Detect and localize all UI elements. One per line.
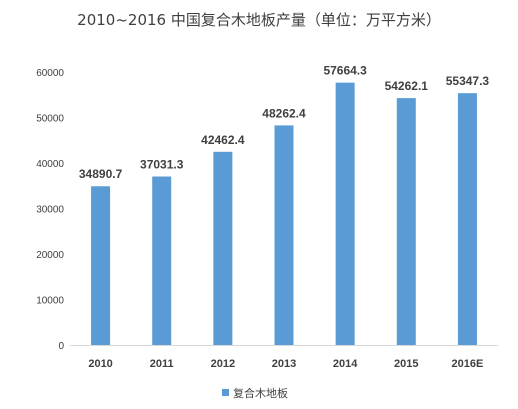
data-label: 57664.3 <box>323 64 367 78</box>
x-tick-label: 2016E <box>452 358 484 370</box>
x-tick-label: 2011 <box>150 358 174 370</box>
bar <box>396 98 416 345</box>
y-tick-label: 40000 <box>36 159 64 170</box>
x-tick-label: 2015 <box>394 358 418 370</box>
chart-title: 2010~2016 中国复合木地板产量（单位：万平方米） <box>77 11 441 29</box>
bar <box>152 176 172 345</box>
y-tick-label: 0 <box>58 341 64 352</box>
y-axis: 0 10000 20000 30000 40000 50000 60000 <box>36 68 64 352</box>
y-tick-label: 50000 <box>36 114 64 125</box>
bar <box>91 186 111 345</box>
data-label: 34890.7 <box>79 167 123 181</box>
legend-swatch <box>222 389 229 396</box>
x-axis: 2010 2011 2012 2013 2014 2015 2016E <box>88 358 483 370</box>
data-labels: 34890.7 37031.3 42462.4 48262.4 57664.3 54262… <box>79 64 490 182</box>
data-label: 37031.3 <box>140 158 184 172</box>
data-label: 48262.4 <box>262 106 306 120</box>
bar <box>457 93 477 345</box>
bar <box>213 151 233 345</box>
y-tick-label: 30000 <box>36 205 64 216</box>
bars <box>91 82 477 345</box>
y-tick-label: 20000 <box>36 250 64 261</box>
y-tick-label: 60000 <box>36 68 64 79</box>
x-tick-label: 2014 <box>333 358 358 370</box>
data-label: 54262.1 <box>385 79 429 93</box>
bar <box>335 82 355 345</box>
x-tick-label: 2010 <box>88 358 112 370</box>
y-tick-label: 10000 <box>36 296 64 307</box>
x-tick-label: 2012 <box>211 358 235 370</box>
legend: 复合木地板 <box>222 386 288 400</box>
data-label: 42462.4 <box>201 133 245 147</box>
x-tick-label: 2013 <box>272 358 296 370</box>
bar <box>274 125 294 345</box>
legend-label: 复合木地板 <box>233 386 288 400</box>
data-label: 55347.3 <box>446 74 490 88</box>
